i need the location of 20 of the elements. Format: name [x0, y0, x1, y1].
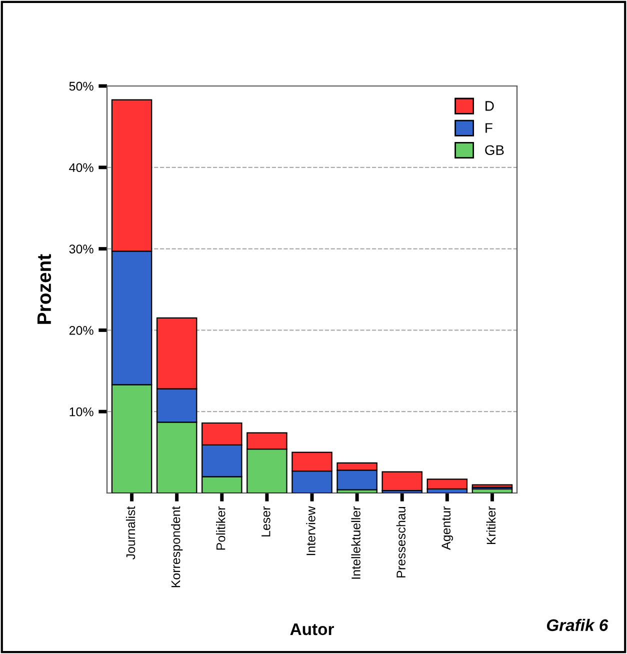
y-tick-label: 20% — [69, 326, 94, 335]
y-axis-title: Prozent — [37, 254, 52, 324]
y-tick-label: 10% — [70, 407, 94, 416]
x-axis-title: Autor — [290, 624, 334, 636]
y-tick-label: 40% — [69, 163, 94, 172]
legend-label: D — [486, 101, 494, 111]
text: Grafik 6 — [546, 618, 608, 632]
x-tick-label: Intellektueller — [351, 506, 360, 579]
x-tick-label: Leser — [262, 506, 270, 536]
y-tick-label: 50% — [69, 82, 94, 91]
legend-label: GB — [485, 145, 504, 156]
x-tick-label: Journalist — [126, 506, 136, 560]
y-tick-label: 30% — [69, 244, 94, 254]
x-tick-label: Presseschau — [396, 507, 406, 578]
x-tick-label: Kritiker — [486, 506, 496, 544]
legend-label: F — [486, 123, 492, 133]
x-tick-label: Politiker — [216, 506, 226, 550]
x-tick-label: Agentur — [442, 506, 453, 550]
x-tick-label: Korrespondent — [171, 506, 183, 588]
x-tick-label: Interview — [306, 506, 316, 556]
